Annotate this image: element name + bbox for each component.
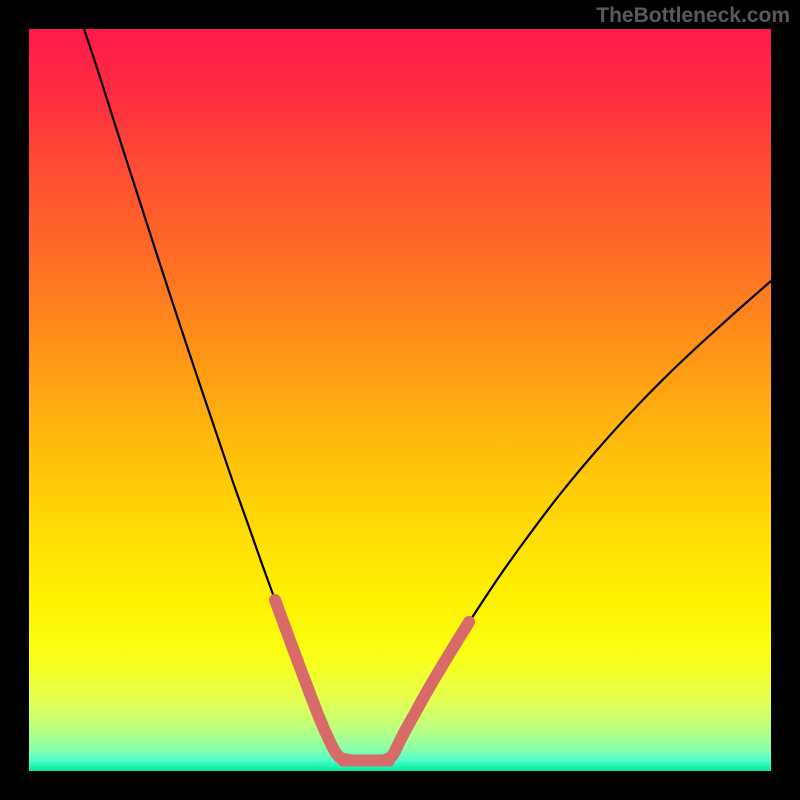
curve-right-accent xyxy=(385,622,469,760)
chart-svg xyxy=(29,29,771,771)
curve-left-accent xyxy=(275,600,349,760)
watermark-text: TheBottleneck.com xyxy=(596,4,790,28)
plot-area xyxy=(29,29,771,771)
curve-right-main xyxy=(398,281,771,744)
